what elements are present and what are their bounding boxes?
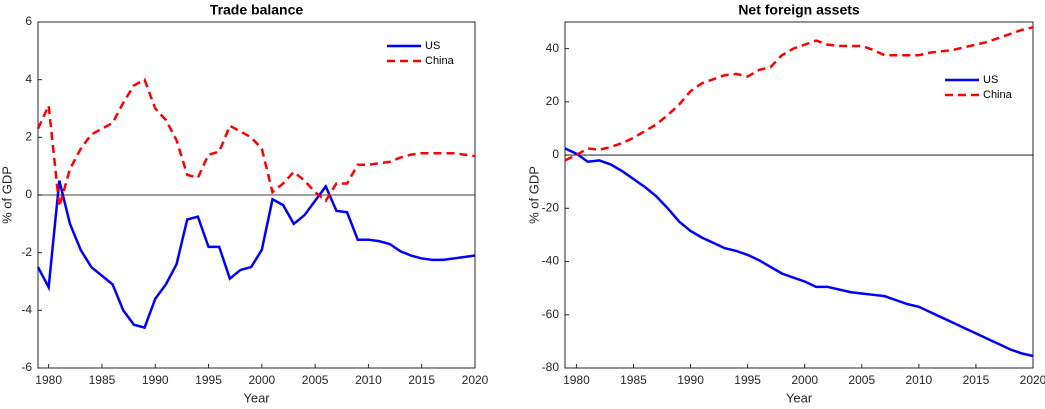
y-axis-label: % of GDP <box>526 166 541 224</box>
subplot: Net foreign assets Year % of GDP -80 -60 -40 -… <box>526 2 1045 406</box>
plot-area <box>564 21 1034 369</box>
series-line <box>36 180 476 330</box>
x-tick-label: 1990 <box>677 373 704 387</box>
x-tick-label: 1985 <box>620 373 647 387</box>
x-tick-label: 1995 <box>195 373 222 387</box>
x-tick-label: 2010 <box>355 373 382 387</box>
y-tick-label: 6 <box>25 14 32 28</box>
x-tick-label: 2015 <box>963 373 990 387</box>
y-tick-label: 20 <box>546 94 560 108</box>
x-tick-label: 1980 <box>35 373 62 387</box>
legend-label: China <box>983 89 1013 101</box>
subplot: Trade balance Year % of GDP -6 -4 -2 0 2 4 6 1980 1… <box>0 2 489 406</box>
series-line <box>36 77 476 207</box>
x-axis-label: Year <box>786 390 813 405</box>
x-tick-label: 2020 <box>462 373 489 387</box>
x-axis-label: Year <box>243 390 270 405</box>
x-tick-label: 1985 <box>89 373 116 387</box>
x-tick-label: 2015 <box>408 373 435 387</box>
x-tick-label: 1990 <box>142 373 169 387</box>
legend-label: US <box>425 40 440 52</box>
x-tick-label: 2000 <box>791 373 818 387</box>
y-tick-label: -80 <box>542 360 560 374</box>
legend-label: China <box>425 55 455 67</box>
y-tick-label: -4 <box>21 303 32 317</box>
series-line <box>564 147 1034 358</box>
y-tick-label: 40 <box>546 41 560 55</box>
legend-label: US <box>983 74 998 86</box>
x-tick-label: 2010 <box>906 373 933 387</box>
y-tick-label: -20 <box>542 200 560 214</box>
y-tick-label: 0 <box>552 147 559 161</box>
series-line <box>564 26 1034 162</box>
x-tick-label: 2020 <box>1020 373 1045 387</box>
x-tick-label: 2005 <box>848 373 875 387</box>
y-tick-label: -6 <box>21 360 32 374</box>
y-axis-label: % of GDP <box>0 166 14 224</box>
y-tick-label: 0 <box>25 187 32 201</box>
x-tick-label: 1995 <box>734 373 761 387</box>
y-tick-label: -40 <box>542 254 560 268</box>
x-tick-label: 2005 <box>302 373 329 387</box>
legend: US China <box>945 74 1013 101</box>
y-tick-label: 4 <box>25 72 32 86</box>
y-tick-label: 2 <box>25 130 32 144</box>
y-tick-label: -2 <box>21 245 32 259</box>
x-tick-label: 1980 <box>563 373 590 387</box>
x-tick-label: 2000 <box>248 373 275 387</box>
y-tick-label: -60 <box>542 307 560 321</box>
legend: US China <box>387 40 455 67</box>
chart-title: Trade balance <box>210 2 304 18</box>
chart-title: Net foreign assets <box>738 2 860 18</box>
